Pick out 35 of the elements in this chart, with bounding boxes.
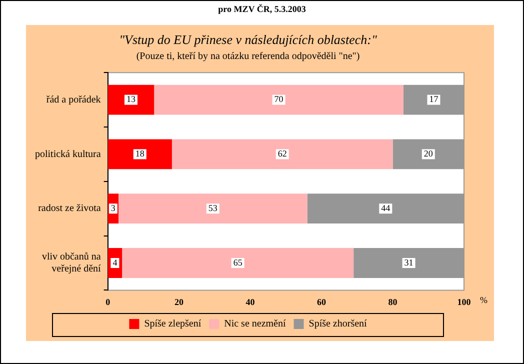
data-label: 31: [404, 257, 414, 268]
legend-label: Spíše zlepšení: [144, 318, 202, 330]
y-tick-label: řád a pořádek: [46, 94, 101, 106]
data-label: 13: [126, 94, 136, 104]
chart-subtitle: (Pouze ti, kteří by na otázku referenda odpověděli "ne"): [136, 51, 360, 62]
y-tick-label: politická kultura: [34, 148, 102, 160]
x-tick-label: 40: [246, 296, 256, 307]
bar: [108, 84, 154, 115]
data-label: 62: [278, 148, 287, 159]
bar: [108, 139, 172, 170]
data-label: 3: [110, 202, 116, 213]
data-label: 70: [274, 94, 284, 104]
bar: [172, 139, 393, 170]
data-label: 53: [208, 202, 218, 213]
data-label: 65: [233, 257, 243, 268]
legend-label: Nic se nezmění: [224, 318, 286, 330]
chart-title: "Vstup do EU přinese v následujících oblastech:": [119, 32, 378, 48]
y-tick-label: vliv občanů na veřejné dění: [42, 252, 102, 275]
text: pro MZV ČR, 5.3.2003: [218, 4, 306, 14]
x-tick-label: 20: [174, 296, 184, 307]
legend-label: Spíše zhoršení: [308, 318, 368, 330]
bar: [154, 84, 404, 115]
bar: [118, 194, 308, 224]
x-tick-label: 60: [317, 296, 327, 307]
data-label: 44: [381, 202, 391, 213]
y-tick-label: radost ze života: [38, 203, 102, 214]
bar: [122, 248, 354, 278]
x-tick-label: 80: [388, 296, 398, 307]
x-tick-label: 100: [457, 296, 472, 307]
data-label: 20: [424, 148, 434, 159]
x-axis-title: %: [480, 295, 488, 306]
data-label: 4: [112, 257, 118, 268]
data-label: 18: [135, 148, 145, 159]
data-label: 17: [429, 94, 439, 104]
x-tick-label: 0: [106, 296, 111, 307]
